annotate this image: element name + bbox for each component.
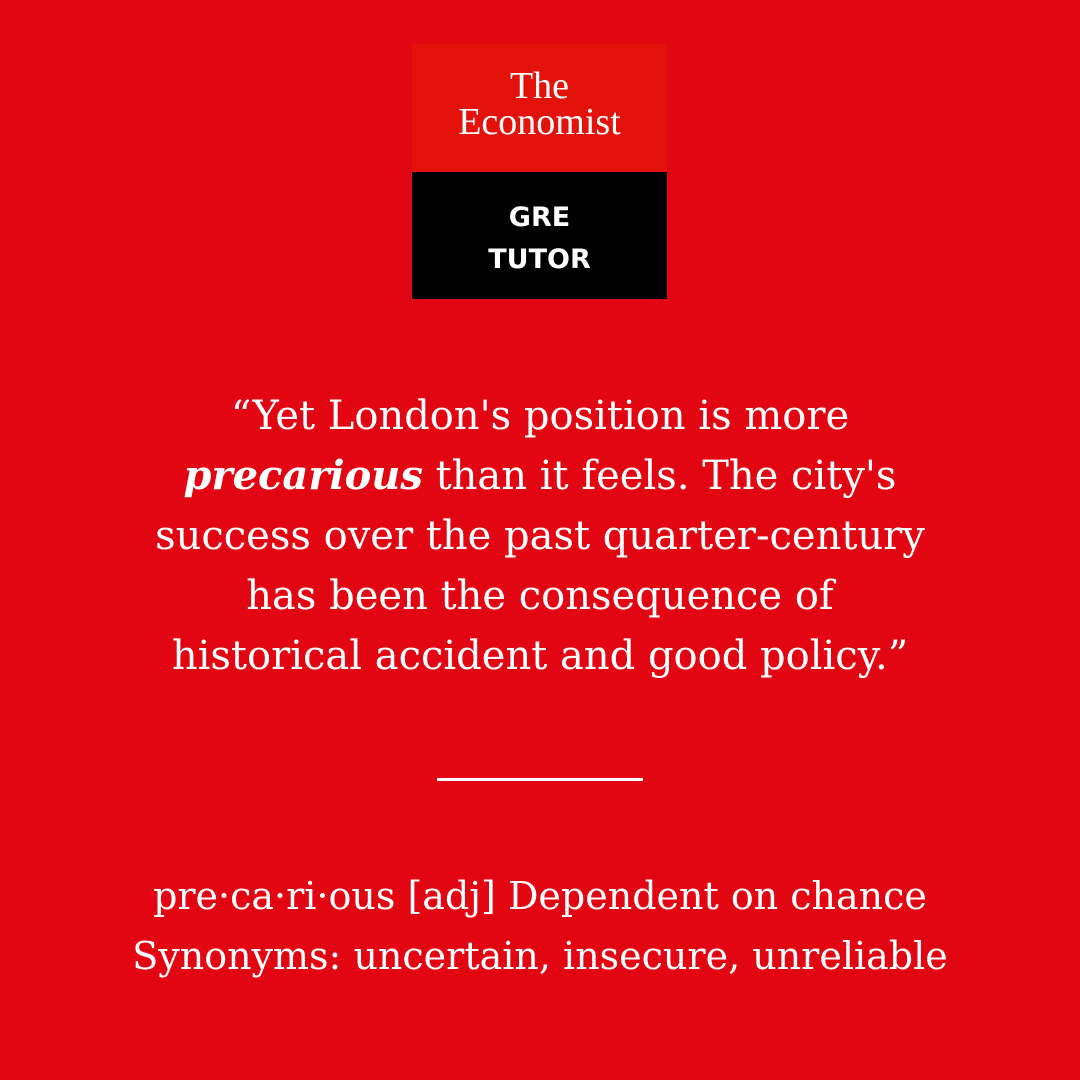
quote-block: “Yet London's position is more precariou… <box>100 386 980 686</box>
logo-product-line-1: GRE <box>508 202 571 233</box>
quote-keyword: precarious <box>183 452 423 499</box>
quote-line-5: historical accident and good policy.” <box>171 633 909 679</box>
definition-block: pre·ca·ri·ous [adj] Dependent on chance … <box>60 866 1020 986</box>
quote-line-3: success over the past quarter-century <box>155 513 925 559</box>
definition-synonyms: Synonyms: uncertain, insecure, unreliabl… <box>132 934 948 978</box>
quote-line-1: “Yet London's position is more <box>230 393 850 439</box>
definition-entry: pre·ca·ri·ous [adj] Dependent on chance <box>153 874 927 918</box>
logo-product-line-2: TUTOR <box>488 244 591 275</box>
economist-gre-tutor-logo: The Economist GRE TUTOR <box>412 44 667 299</box>
logo-brand-line-2: Economist <box>458 101 621 143</box>
quote-line-2-rest: than it feels. The city's <box>422 453 897 499</box>
logo-product-block: GRE TUTOR <box>412 172 667 299</box>
quote-line-2: precarious than it feels. The city's <box>100 446 980 506</box>
quote-line-4: has been the consequence of <box>246 573 834 619</box>
divider <box>437 778 643 781</box>
logo-brand-line-1: The <box>509 65 570 107</box>
logo-brand-block: The Economist <box>412 44 667 172</box>
